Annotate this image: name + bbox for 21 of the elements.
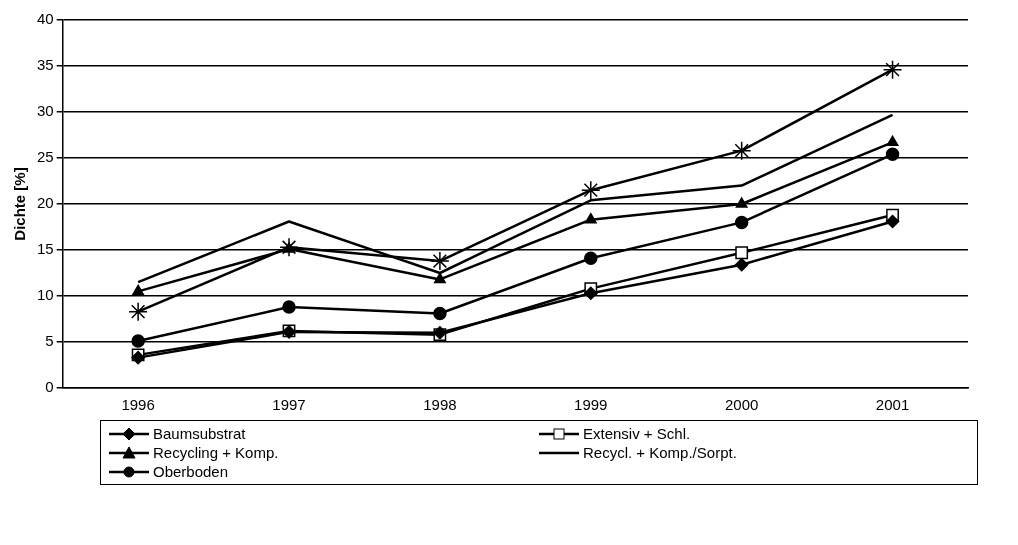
y-tick-label: 5: [45, 332, 54, 350]
legend-label: Extensiv + Schl.: [583, 425, 691, 442]
legend-label: Baumsubstrat: [153, 425, 246, 442]
y-axis-title: Dichte [%]: [11, 167, 29, 241]
x-tick-label: 1997: [272, 396, 306, 414]
y-tick-label: 15: [37, 240, 54, 258]
y-tick-label: 30: [37, 102, 54, 120]
y-tick-label: 40: [37, 10, 54, 28]
legend-label: Oberboden: [153, 463, 229, 480]
x-tick-label: 1996: [121, 396, 155, 414]
y-tick-label: 25: [37, 148, 54, 166]
x-tick-label: 2001: [875, 396, 910, 414]
y-tick-label: 20: [37, 194, 54, 212]
x-tick-label: 2000: [724, 396, 759, 414]
y-tick-label: 35: [37, 56, 54, 74]
x-tick-label: 1999: [574, 396, 608, 414]
y-tick-label: 0: [45, 378, 54, 396]
legend-label: Recycl. + Komp./Sorpt.: [583, 444, 737, 461]
x-tick-label: 1998: [423, 396, 457, 414]
y-tick-label: 10: [37, 286, 54, 304]
legend-label: Recycling + Komp.: [153, 444, 279, 461]
